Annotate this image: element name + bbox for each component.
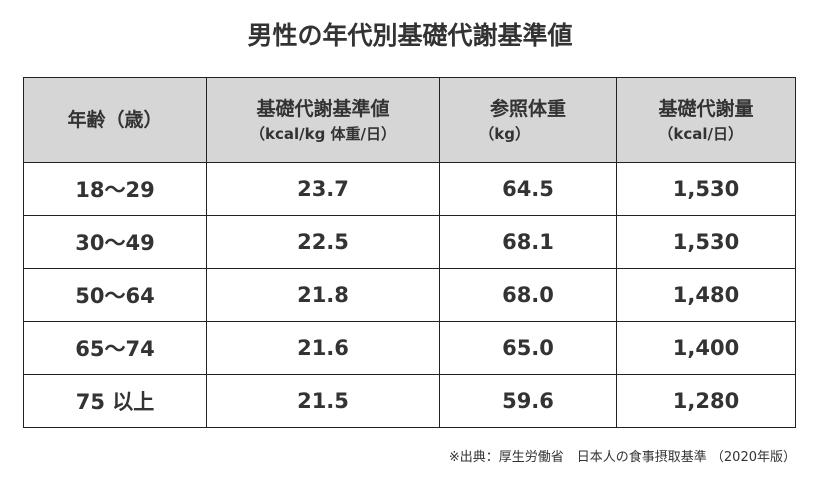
header-bmr-standard: 基礎代謝基準値 （kcal/kg 体重/日） [206,77,440,163]
cell-bmr: 1,480 [616,268,796,322]
cell-age: 65〜74 [23,321,207,375]
table-row: 50〜64 21.8 68.0 1,480 [23,268,796,322]
header-age-label: 年齢（歳） [67,109,163,131]
header-bmr-label: 基礎代謝量 [658,98,754,120]
cell-ref-weight: 64.5 [439,162,617,216]
page-title: 男性の年代別基礎代謝基準値 [247,21,573,50]
header-ref-weight-label: 参照体重 [489,98,566,120]
cell-bmr-standard: 22.5 [206,215,440,269]
cell-bmr-standard: 21.5 [206,374,440,428]
table-row: 30〜49 22.5 68.1 1,530 [23,215,796,269]
cell-bmr-standard: 23.7 [206,162,440,216]
header-bmr: 基礎代謝量 （kcal/日） [616,77,796,163]
header-bmr-standard-label: 基礎代謝基準値 [256,98,390,120]
cell-ref-weight: 59.6 [439,374,617,428]
bmr-table: 年齢（歳） 基礎代謝基準値 （kcal/kg 体重/日） 参照体重 （kg） 基… [23,77,796,428]
table-header-row: 年齢（歳） 基礎代謝基準値 （kcal/kg 体重/日） 参照体重 （kg） 基… [23,77,796,163]
cell-bmr-standard: 21.6 [206,321,440,375]
cell-ref-weight: 68.1 [439,215,617,269]
header-ref-weight-unit: （kg） [479,125,530,143]
header-age: 年齢（歳） [23,77,207,163]
table-row: 65〜74 21.6 65.0 1,400 [23,321,796,375]
cell-ref-weight: 65.0 [439,321,617,375]
header-bmr-unit: （kcal/日） [658,125,743,143]
cell-bmr: 1,400 [616,321,796,375]
cell-bmr: 1,530 [616,162,796,216]
table-row: 18〜29 23.7 64.5 1,530 [23,162,796,216]
cell-ref-weight: 68.0 [439,268,617,322]
header-ref-weight: 参照体重 （kg） [439,77,617,163]
cell-age: 50〜64 [23,268,207,322]
cell-age: 18〜29 [23,162,207,216]
source-note: ※出典：厚生労働省 日本人の食事摂取基準 （2020年版） [448,450,796,465]
header-bmr-standard-unit: （kcal/kg 体重/日） [249,125,397,143]
cell-age: 30〜49 [23,215,207,269]
cell-bmr: 1,280 [616,374,796,428]
table-row: 75 以上 21.5 59.6 1,280 [23,374,796,428]
cell-age: 75 以上 [23,374,207,428]
cell-bmr-standard: 21.8 [206,268,440,322]
cell-bmr: 1,530 [616,215,796,269]
